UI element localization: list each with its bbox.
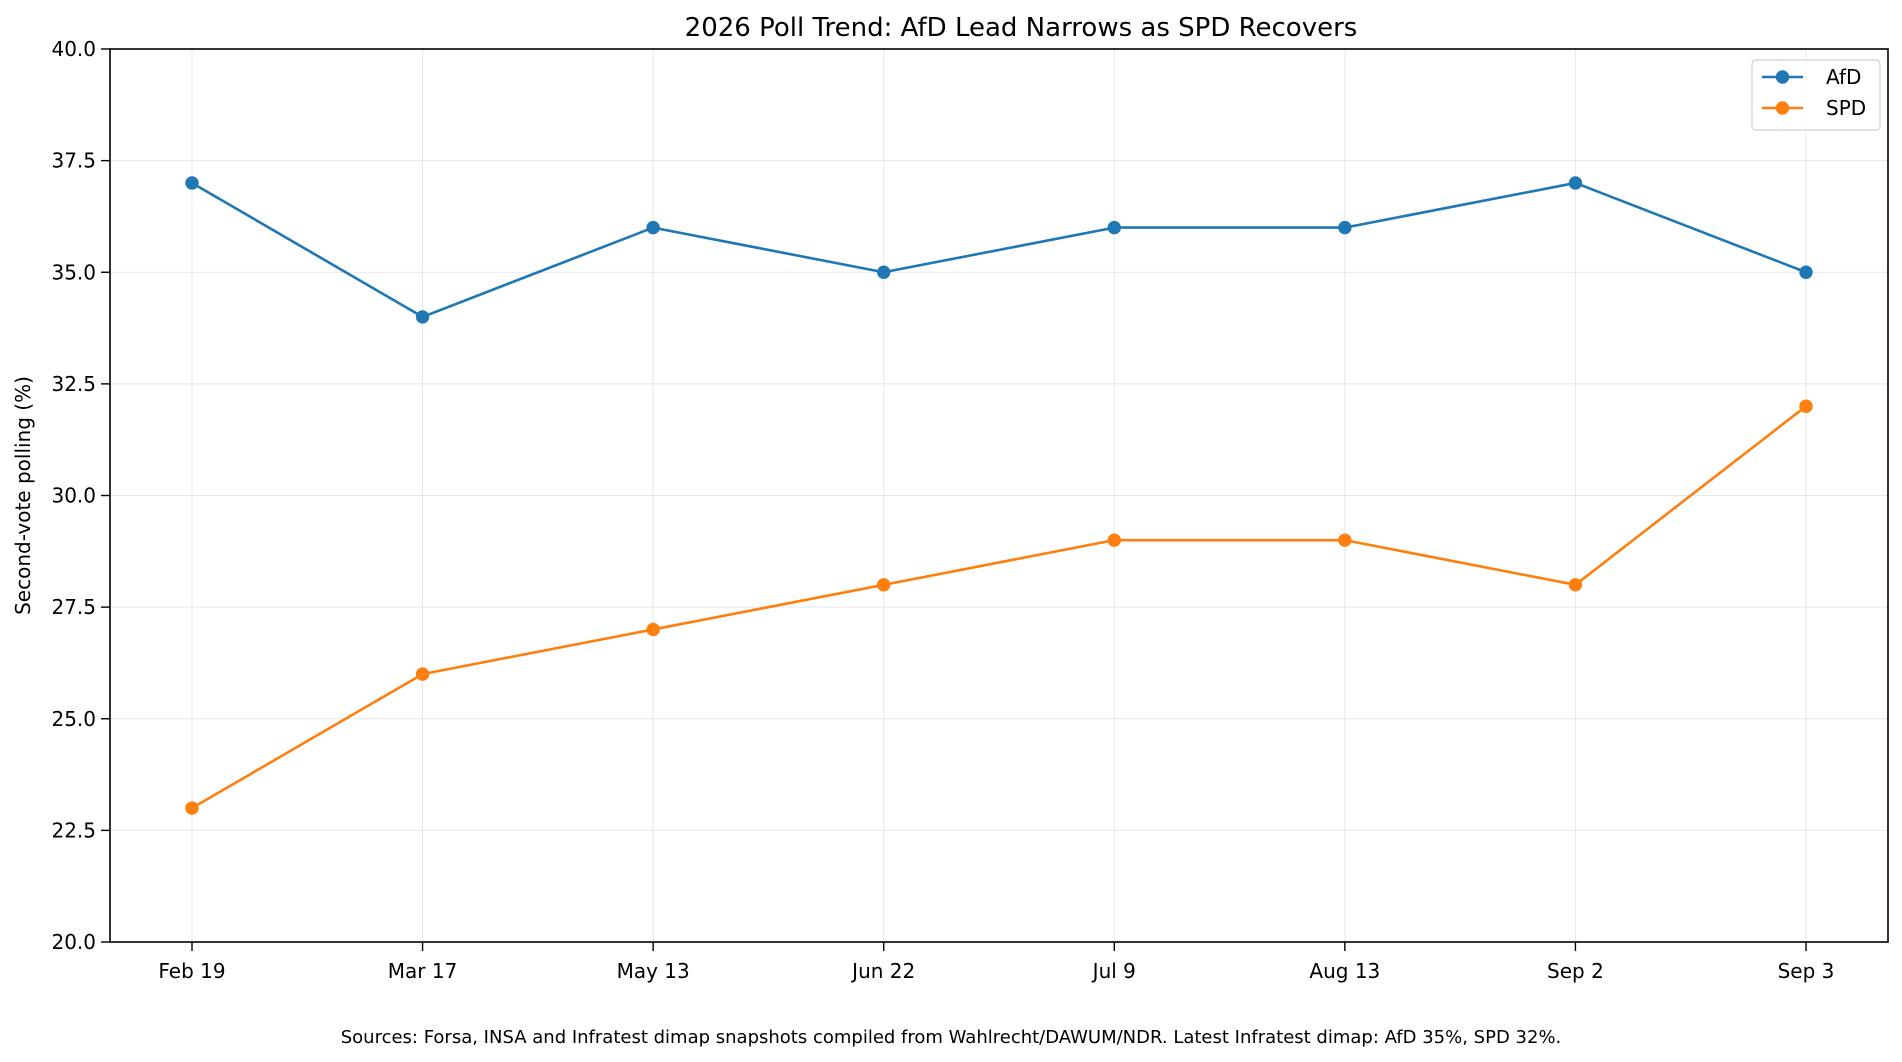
series-afd [185, 176, 1813, 324]
y-tick-label: 27.5 [51, 595, 96, 619]
series-line-afd [190, 181, 1808, 319]
y-axis: 20.0 22.5 25.0 27.5 30.0 32.5 35.0 37.5 40.0 [51, 37, 110, 954]
x-tick-label: Aug 13 [1309, 959, 1380, 983]
data-point-spd [646, 622, 660, 637]
x-tick-label: Sep 2 [1547, 959, 1604, 983]
x-tick-label: Mar 17 [388, 959, 458, 983]
data-point-afd [1107, 220, 1121, 235]
legend-spd-label: SPD [1826, 96, 1866, 120]
series-line-spd [190, 404, 1808, 810]
x-tick-label: Feb 19 [158, 959, 225, 983]
x-tick-label: Jul 9 [1091, 959, 1136, 983]
data-point-afd [646, 220, 660, 235]
legend-spd-marker [1775, 101, 1790, 115]
x-tick-label: Sep 3 [1778, 959, 1835, 983]
data-point-afd [415, 310, 430, 324]
y-axis-label: Second-vote polling (%) [11, 376, 35, 615]
data-point-afd [1799, 265, 1813, 279]
y-tick-label: 25.0 [51, 707, 96, 731]
legend-afd-label: AfD [1826, 65, 1861, 89]
legend: AfD SPD [1751, 59, 1881, 131]
data-point-spd [1338, 533, 1352, 547]
y-tick-label: 20.0 [51, 930, 96, 954]
series-spd [185, 399, 1813, 815]
chart-title: 2026 Poll Trend: AfD Lead Narrows as SPD… [685, 13, 1358, 43]
data-point-afd [877, 265, 891, 279]
y-tick-label: 32.5 [51, 372, 96, 396]
x-tick-label: May 13 [617, 959, 690, 983]
data-point-spd [415, 667, 430, 681]
data-point-spd [877, 578, 891, 592]
x-axis: Feb 19 Mar 17 May 13 Jun 22 Jul 9 Aug 13 Sep 2… [158, 942, 1834, 983]
data-point-spd [1107, 533, 1121, 547]
y-tick-label: 35.0 [51, 260, 96, 284]
y-tick-label: 40.0 [51, 37, 96, 61]
series-layer [185, 176, 1813, 815]
x-tick-label: Jun 22 [850, 959, 915, 983]
data-point-spd [1568, 578, 1583, 592]
legend-afd-marker [1775, 70, 1790, 84]
y-tick-label: 22.5 [51, 818, 96, 842]
data-point-afd [185, 176, 199, 190]
data-point-spd [1799, 399, 1813, 413]
y-tick-label: 30.0 [51, 484, 96, 508]
data-point-spd [185, 801, 199, 815]
y-tick-label: 37.5 [51, 149, 96, 173]
data-point-afd [1338, 220, 1352, 235]
grid-lines [110, 48, 1888, 943]
data-point-afd [1568, 176, 1583, 190]
footnote: Sources: Forsa, INSA and Infratest dimap… [341, 1027, 1562, 1048]
